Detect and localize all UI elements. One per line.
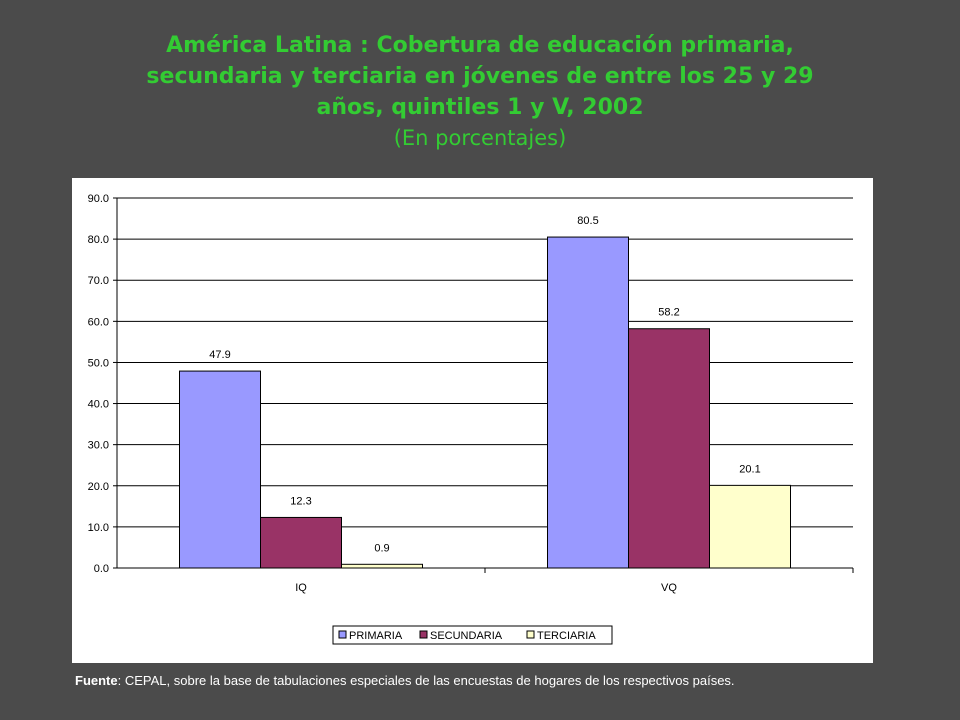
legend-swatch-terciaria (526, 630, 535, 639)
bar-terciaria-vq (709, 484, 791, 569)
source-text: : CEPAL, sobre la base de tabulaciones e… (117, 673, 735, 688)
y-tick-label: 10.0 (88, 522, 109, 534)
legend-swatch-secundaria (419, 630, 428, 639)
y-tick-label: 60.0 (88, 316, 109, 328)
bar-terciaria-iq (341, 563, 423, 569)
category-label: IQ (295, 582, 307, 594)
y-tick-label: 70.0 (88, 275, 109, 287)
y-tick-label: 90.0 (88, 193, 109, 205)
chart-panel: 90.0 80.0 70.0 60.0 50.0 40.0 30.0 20.0 10.0 0.0 I… (72, 178, 873, 663)
data-label: 80.5 (577, 215, 598, 227)
y-tick-label: 80.0 (88, 234, 109, 246)
bar-chart: 90.0 80.0 70.0 60.0 50.0 40.0 30.0 20.0 10.0 0.0 I… (88, 193, 854, 645)
chart-subtitle: (En porcentajes) (393, 126, 567, 150)
legend-box (332, 625, 613, 645)
data-label: 47.9 (209, 349, 230, 361)
bar-secundaria-vq (628, 328, 710, 569)
y-tick-label: 20.0 (88, 481, 109, 493)
y-tick-label: 0.0 (94, 563, 109, 575)
title-line-3: años, quintiles 1 y V, 2002 (316, 95, 644, 120)
data-label: 20.1 (739, 463, 760, 475)
data-label: 58.2 (658, 307, 679, 319)
category-label: VQ (661, 582, 677, 594)
bar-primaria-vq (547, 236, 629, 569)
y-tick-label: 50.0 (88, 357, 109, 369)
data-label: 12.3 (290, 495, 311, 507)
title-line-1: América Latina : Cobertura de educación … (166, 33, 794, 58)
legend-swatch-primaria (338, 630, 347, 639)
data-label: 0.9 (374, 542, 389, 554)
source-note: Fuente: CEPAL, sobre la base de tabulaci… (75, 673, 735, 688)
chart-title-block: América Latina : Cobertura de educación … (0, 30, 960, 153)
bar-secundaria-iq (260, 516, 342, 569)
legend-label-secundaria: SECUNDARIA (430, 630, 503, 642)
legend-label-primaria: PRIMARIA (349, 630, 403, 642)
bar-primaria-iq (179, 370, 261, 569)
y-tick-label: 40.0 (88, 399, 109, 411)
legend-label-terciaria: TERCIARIA (537, 630, 596, 642)
title-line-2: secundaria y terciaria en jóvenes de ent… (146, 64, 814, 89)
y-tick-label: 30.0 (88, 440, 109, 452)
source-label: Fuente (75, 673, 118, 688)
